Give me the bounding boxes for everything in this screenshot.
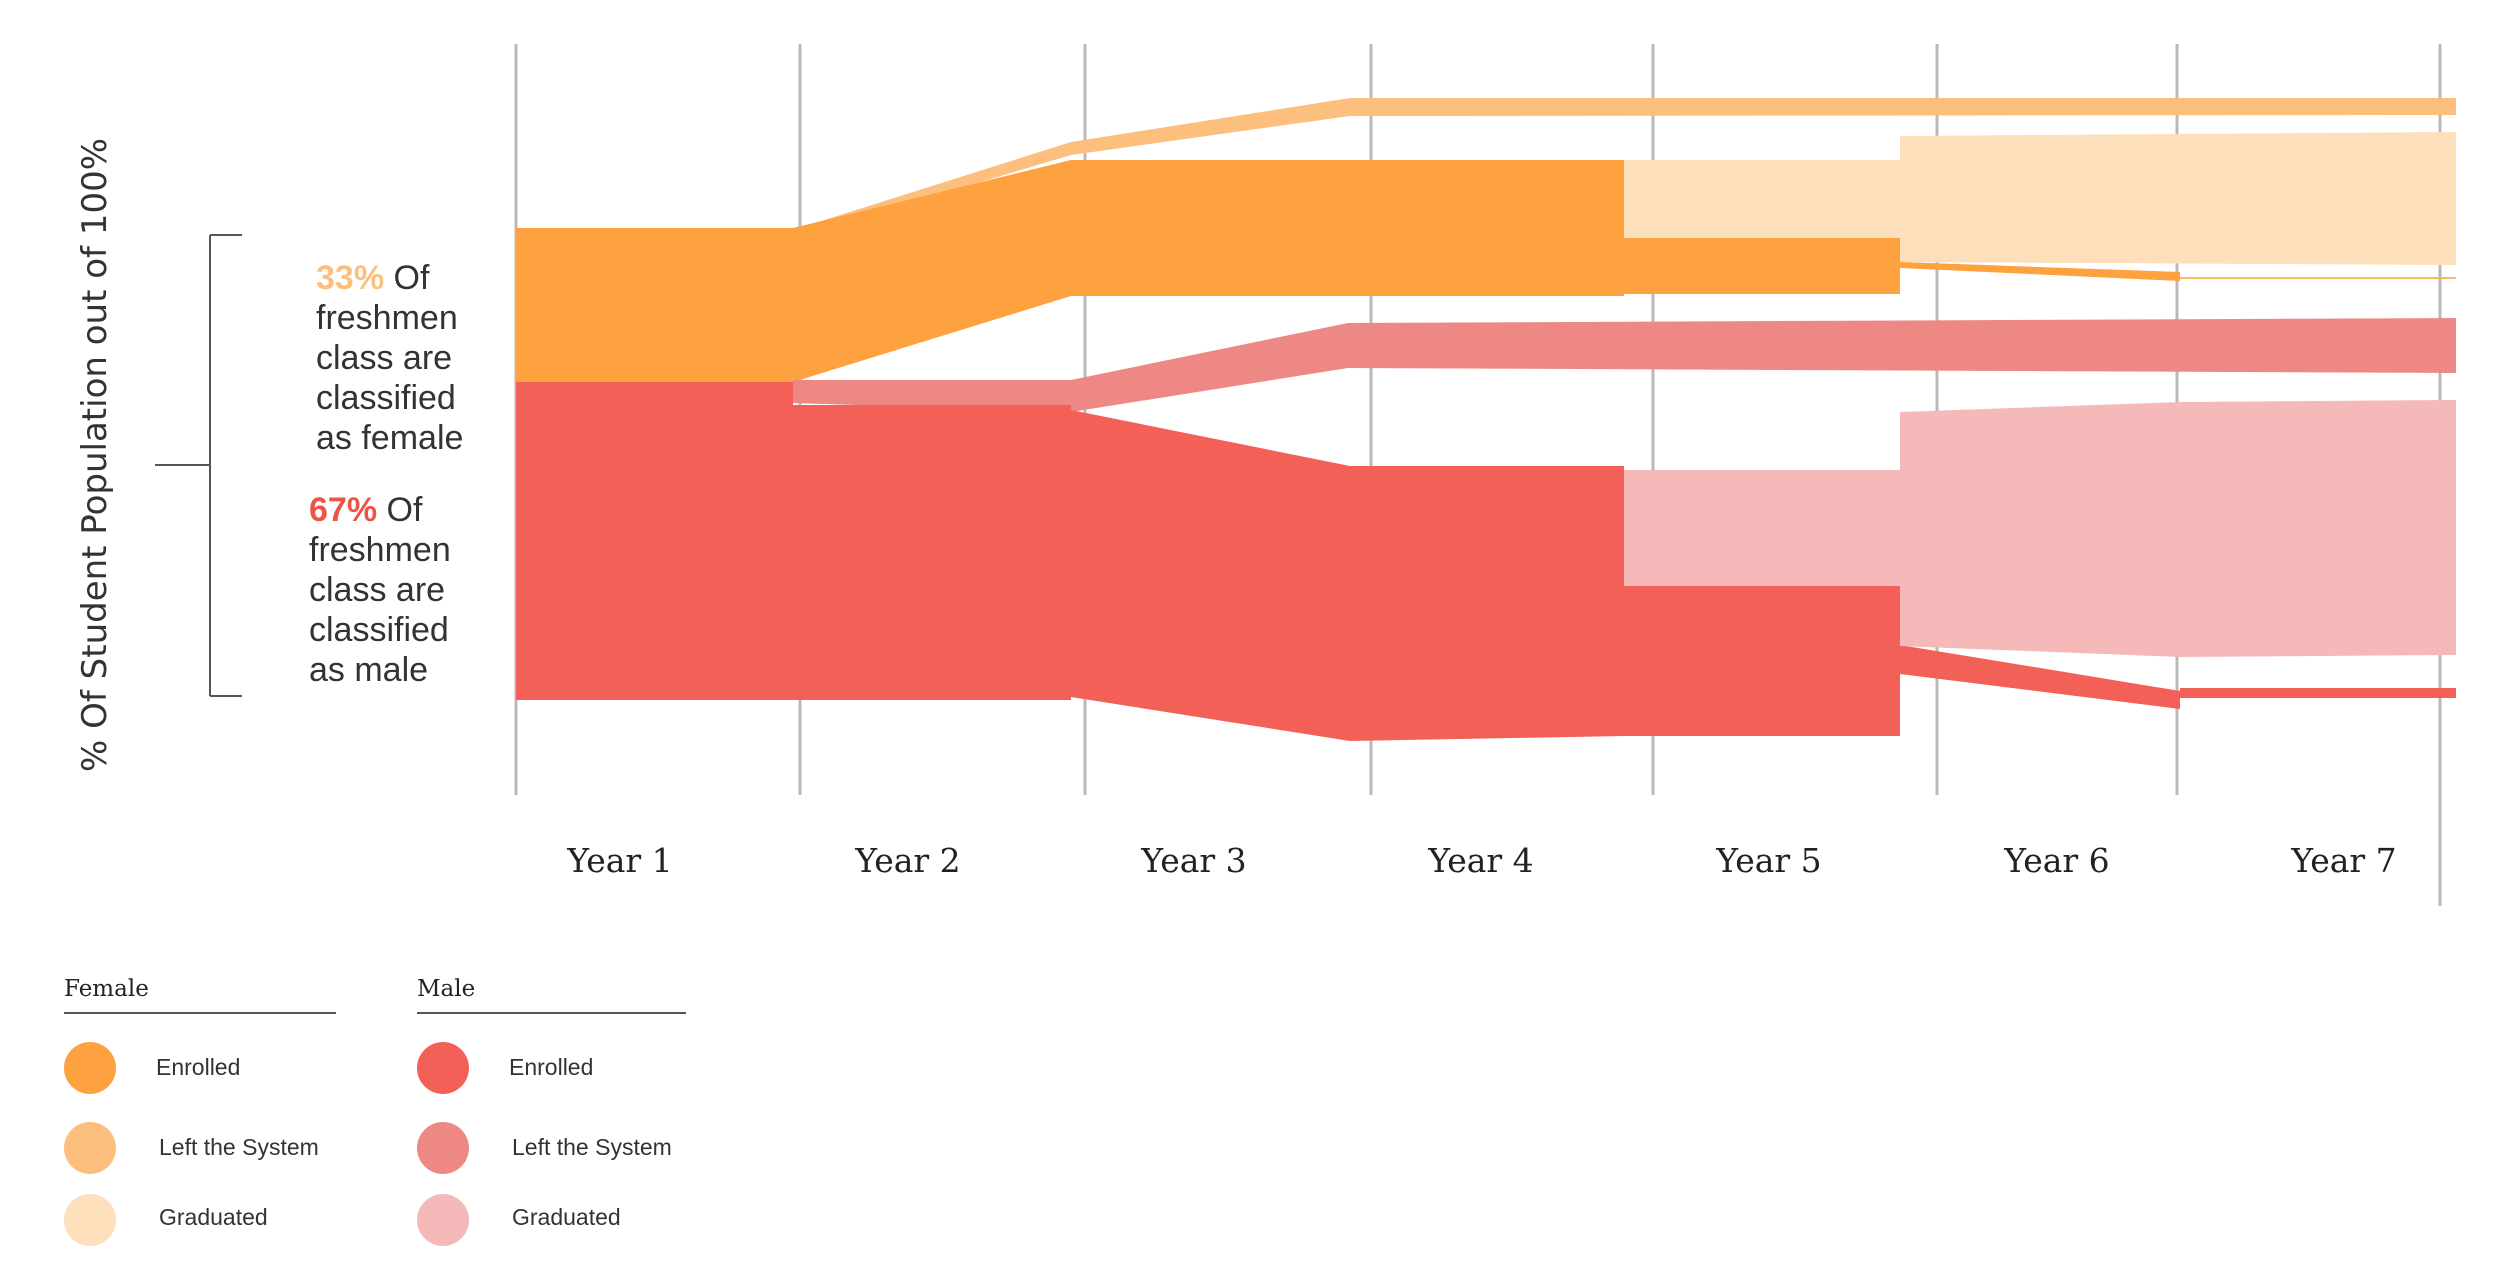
band-female-graduated	[1624, 132, 2456, 265]
legend-label-female-graduated: Graduated	[159, 1204, 268, 1230]
legend-swatch-male-enrolled	[417, 1042, 469, 1094]
female-text-2: freshmen	[316, 299, 458, 337]
legend-item-male-left: Left the System	[417, 1110, 686, 1182]
band-female-enrolled	[1624, 238, 1900, 294]
legend-female: Female Enrolled Left the System Graduate…	[64, 976, 336, 1254]
female-text-5: as female	[316, 419, 464, 457]
male-text-3: class are	[309, 571, 446, 609]
band-male-enrolled	[2180, 688, 2456, 698]
band-male-enrolled	[516, 382, 1900, 741]
band-female-left	[793, 98, 2456, 236]
female-annotation: 33% Of freshmen class are classified as …	[316, 258, 463, 458]
legend-swatch-female-enrolled	[64, 1042, 116, 1094]
band-female-enrolled	[1900, 262, 2180, 281]
legend-item-female-enrolled: Enrolled	[64, 1038, 336, 1110]
band-male-graduated	[1624, 400, 2456, 657]
legend-swatch-male-graduated	[417, 1194, 469, 1246]
male-text-1: Of	[377, 491, 423, 529]
female-text-3: class are	[316, 339, 453, 377]
band-male-enrolled	[1900, 645, 2180, 709]
legend-male-title: Male	[417, 976, 686, 1014]
legend-item-female-left: Left the System	[64, 1110, 336, 1182]
male-annotation: 67% Of freshmen class are classified as …	[309, 490, 451, 690]
x-tick-label: Year 4	[1427, 841, 1533, 880]
male-pct: 67%	[309, 491, 378, 529]
x-tick-label: Year 1	[566, 841, 672, 880]
female-pct: 33%	[316, 259, 385, 297]
legend-male: Male Enrolled Left the System Graduated	[417, 976, 686, 1254]
legend-swatch-male-left	[417, 1122, 469, 1174]
legend-swatch-female-left	[64, 1122, 116, 1174]
band-male-left	[793, 318, 2456, 412]
x-tick-label: Year 7	[2290, 841, 2396, 880]
legend-item-female-graduated: Graduated	[64, 1182, 336, 1254]
legend-label-female-left: Left the System	[159, 1134, 319, 1160]
legend-label-male-graduated: Graduated	[512, 1204, 621, 1230]
male-text-5: as male	[309, 651, 429, 689]
legend-swatch-female-graduated	[64, 1194, 116, 1246]
legend-label-female-enrolled: Enrolled	[156, 1054, 241, 1080]
female-text-1: Of	[384, 259, 430, 297]
data-bands	[516, 98, 2456, 741]
male-text-4: classified	[309, 611, 449, 649]
y-axis-label: % Of Student Population out of 100%	[75, 138, 115, 772]
x-tick-label: Year 2	[854, 841, 960, 880]
legend-label-male-left: Left the System	[512, 1134, 672, 1160]
band-female-enrolled	[516, 160, 1624, 382]
legend-item-male-enrolled: Enrolled	[417, 1038, 686, 1110]
male-text-2: freshmen	[309, 531, 451, 569]
legend-label-male-enrolled: Enrolled	[509, 1054, 594, 1080]
legend-item-male-graduated: Graduated	[417, 1182, 686, 1254]
annotation-bracket	[155, 234, 242, 697]
x-tick-label: Year 3	[1140, 841, 1246, 880]
x-tick-label: Year 5	[1715, 841, 1821, 880]
legend-female-title: Female	[64, 976, 336, 1014]
female-text-4: classified	[316, 379, 456, 417]
x-axis-ticks: Year 1 Year 2 Year 3 Year 4 Year 5 Year 6 Year…	[566, 841, 2396, 880]
x-tick-label: Year 6	[2003, 841, 2109, 880]
